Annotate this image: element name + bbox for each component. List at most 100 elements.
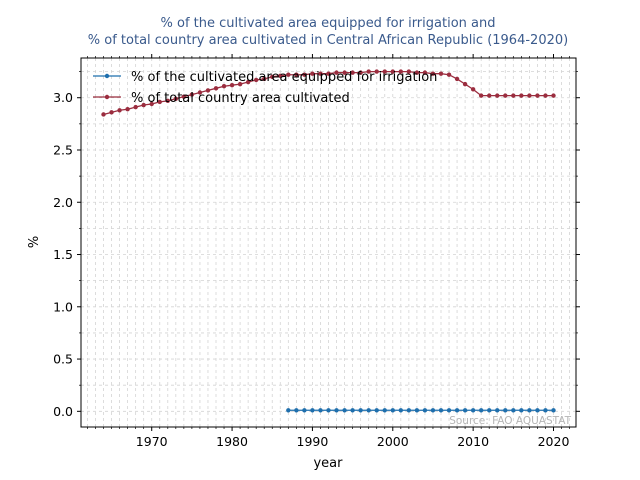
series-2-point bbox=[503, 93, 508, 98]
series-1-point bbox=[495, 408, 500, 413]
series-2-point bbox=[478, 93, 484, 98]
series-2-point bbox=[430, 71, 436, 76]
series-2-point bbox=[149, 101, 154, 107]
series-1-point bbox=[503, 408, 508, 413]
series-2-point bbox=[253, 77, 259, 83]
series-2-point bbox=[181, 94, 187, 99]
series-2-point bbox=[278, 73, 283, 78]
series-2-point bbox=[318, 71, 323, 76]
series-1-point bbox=[310, 408, 315, 413]
legend-item-1: % of the cultivated area equipped for ir… bbox=[93, 70, 437, 85]
x-tick-label: 1980 bbox=[216, 434, 248, 449]
legend-label: % of the cultivated area equipped for ir… bbox=[131, 70, 437, 85]
x-axis-label: year bbox=[313, 456, 343, 471]
axis-ticks bbox=[77, 54, 580, 431]
series-2-point bbox=[366, 69, 371, 74]
series-2-point bbox=[125, 107, 130, 112]
series-2-point bbox=[141, 102, 146, 108]
series-1-point bbox=[302, 408, 307, 413]
series-1-point bbox=[358, 408, 363, 413]
series-1-point bbox=[535, 408, 540, 413]
y-axis-label: % bbox=[27, 236, 42, 248]
series-2-point bbox=[406, 69, 412, 74]
series-1-point bbox=[366, 408, 371, 413]
series-1-point bbox=[350, 408, 355, 413]
series-2-point bbox=[398, 69, 404, 74]
series-1-point bbox=[527, 408, 532, 413]
series-1-point bbox=[551, 408, 556, 413]
chart-title: % of the cultivated area equipped for ir… bbox=[88, 16, 568, 48]
series-2-point bbox=[511, 93, 516, 98]
series-2-point bbox=[551, 93, 556, 98]
series-2-point bbox=[342, 70, 347, 75]
series-2-point bbox=[213, 86, 219, 91]
series-2-point bbox=[270, 74, 275, 80]
series-2-point bbox=[286, 72, 291, 77]
tick-labels: 1970 1980 1990 2000 2010 2020 0.0 0.5 1.0 1.5 2.0 2… bbox=[53, 90, 569, 449]
series-2-point bbox=[197, 90, 203, 95]
series-1-point bbox=[462, 408, 468, 413]
series-1-point bbox=[406, 408, 412, 413]
series-2-point bbox=[294, 72, 299, 77]
y-tick-label: 1.0 bbox=[53, 299, 73, 314]
series-2-point bbox=[374, 69, 379, 74]
series-2-point bbox=[454, 76, 460, 82]
y-tick-label: 0.0 bbox=[53, 404, 73, 419]
series-1 bbox=[286, 408, 556, 413]
series-1-point bbox=[511, 408, 516, 413]
series-2-point bbox=[101, 112, 106, 117]
y-tick-label: 0.5 bbox=[53, 352, 73, 367]
series-1-point bbox=[286, 408, 291, 413]
chart-title-line-2: % of total country area cultivated in Ce… bbox=[88, 33, 568, 48]
series-2-point bbox=[262, 76, 267, 82]
series-2-point bbox=[334, 70, 339, 75]
series-2-point bbox=[109, 110, 114, 115]
series-2-point bbox=[446, 72, 452, 77]
series-2-point bbox=[414, 70, 420, 75]
series-2-point bbox=[117, 108, 122, 113]
x-tick-label: 2020 bbox=[538, 434, 570, 449]
series-1-point bbox=[487, 408, 492, 413]
series-1-point bbox=[398, 408, 404, 413]
series-2-point bbox=[221, 84, 227, 89]
series-2-point bbox=[495, 93, 500, 98]
series-2-point bbox=[326, 71, 331, 76]
series-2-point bbox=[462, 81, 468, 87]
series-1-point bbox=[326, 408, 331, 413]
series-1-point bbox=[374, 408, 379, 413]
x-tick-label: 1970 bbox=[136, 434, 168, 449]
series-2-point bbox=[165, 98, 170, 104]
y-tick-label: 2.0 bbox=[53, 195, 73, 210]
series-1-point bbox=[318, 408, 323, 413]
series-2 bbox=[101, 69, 556, 117]
series-1-point bbox=[334, 408, 339, 413]
chart-title-line-1: % of the cultivated area equipped for ir… bbox=[161, 16, 496, 31]
series-2-point bbox=[133, 104, 138, 110]
legend-swatch-marker bbox=[104, 94, 110, 100]
legend-label: % of total country area cultivated bbox=[131, 91, 350, 106]
legend: % of the cultivated area equipped for ir… bbox=[93, 70, 437, 106]
series-1-point bbox=[414, 408, 420, 413]
series-1-point bbox=[446, 408, 452, 413]
series-2-point bbox=[535, 93, 540, 98]
y-tick-label: 2.5 bbox=[53, 142, 73, 157]
series-2-point bbox=[205, 88, 211, 93]
series-2-point bbox=[470, 87, 476, 92]
legend-item-2: % of total country area cultivated bbox=[93, 91, 350, 106]
series-2-point bbox=[237, 81, 243, 87]
series-2-point bbox=[157, 99, 162, 105]
legend-swatch-marker bbox=[104, 73, 110, 79]
series-2-point bbox=[245, 79, 251, 85]
x-tick-label: 2000 bbox=[377, 434, 409, 449]
series-1-point bbox=[478, 408, 484, 413]
series-1-point bbox=[342, 408, 347, 413]
y-tick-label: 1.5 bbox=[53, 247, 73, 262]
series-1-point bbox=[294, 408, 299, 413]
series-1-point bbox=[438, 408, 444, 413]
series-1-point bbox=[382, 408, 387, 413]
series-2-point bbox=[527, 93, 532, 98]
series-1-point bbox=[390, 408, 395, 413]
series-2-point bbox=[519, 93, 524, 98]
series-2-point bbox=[438, 71, 444, 76]
